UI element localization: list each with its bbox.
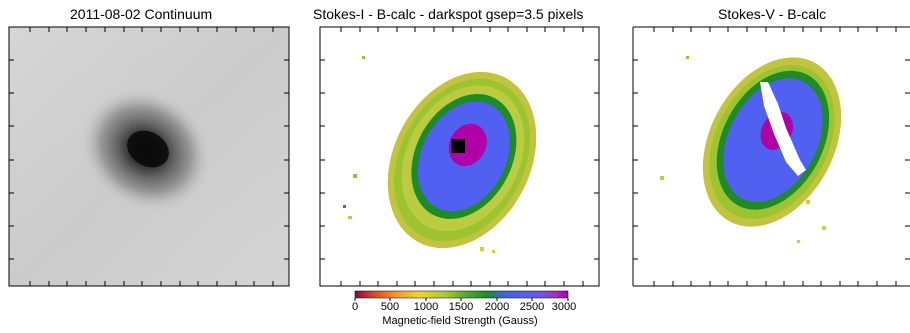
colorbar-tick-label: 2000 [485,301,509,313]
stokes-v-field-map [702,57,842,227]
stokes-v-title: Stokes-V - B-calc [718,6,827,22]
stokes-i-field-map [387,71,537,249]
stokes-i-title: Stokes-I - B-calc - darkspot gsep=3.5 pi… [313,6,584,22]
colorbar-tick-label: 1500 [449,301,473,313]
colorbar-gradient [354,290,569,299]
stokes-v-neutral-line [760,82,806,176]
colorbar-tick-label: 3000 [552,301,576,313]
colorbar-tick-label: 2500 [520,301,544,313]
colorbar-label: Magnetic-field Strength (Gauss) [382,315,537,327]
sunspot-umbra [127,130,169,168]
continuum-ticks [9,27,289,286]
colorbar-tick-label: 1000 [414,301,438,313]
colorbar-tick-label: 0 [352,301,358,313]
continuum-title: 2011-08-02 Continuum [70,6,213,22]
stokes-i-core [451,139,465,153]
colorbar-tick-label: 500 [381,301,399,313]
